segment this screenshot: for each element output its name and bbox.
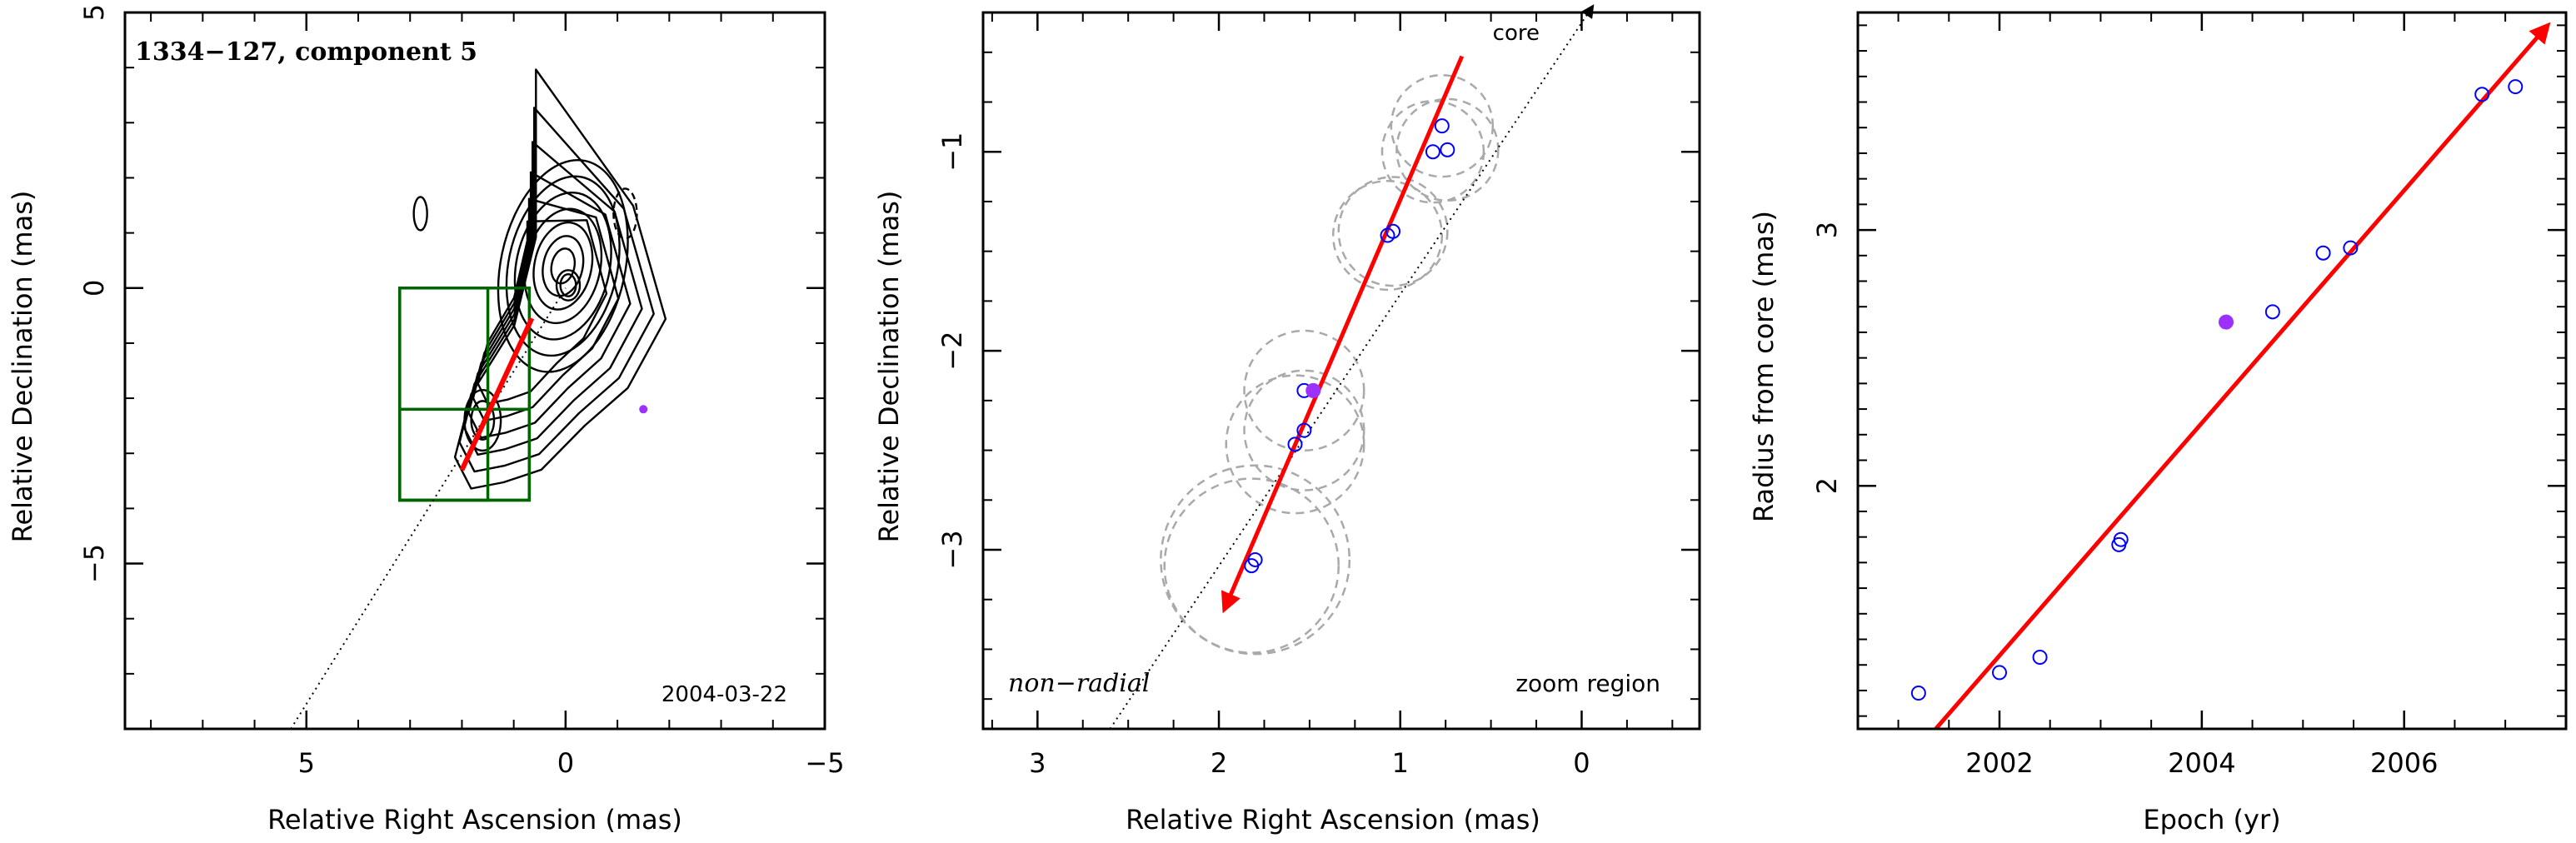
data-point [1287,436,1303,452]
x-tick-label: 2 [1211,747,1227,779]
y-tick-label: 0 [78,280,110,297]
contour-envelope [472,197,620,422]
data-point [1910,686,1926,701]
contour-negative [612,187,638,240]
zoom-boxes [398,287,532,502]
contour-envelope [453,68,667,490]
x-tick-label: 2006 [2370,747,2438,779]
x-axis-label: Relative Right Ascension (mas) [267,804,682,836]
contour-core [532,221,594,311]
contour-core [513,191,612,341]
x-tick-label: 1 [1392,747,1409,779]
x-tick-label: 0 [557,747,574,779]
contour-envelope [458,107,655,473]
contour-component [463,388,502,452]
error-circle [1395,97,1500,202]
x-axis-label: Relative Right Ascension (mas) [1126,804,1540,836]
radial-line [1109,4,1595,730]
contour-envelope [462,141,643,456]
error-circle [1390,73,1495,178]
contour-inner [555,269,582,302]
y-tick-label: −3 [936,530,968,569]
axis-ticks: 5 0 −5 5 0 −5 [78,4,845,779]
data-point [1425,144,1440,160]
error-circle [1380,100,1485,204]
y-tick-label: −2 [936,332,968,371]
data-point [1992,665,2007,681]
plot-frame [1856,11,2568,731]
panel-radius-vs-epoch: 2002 2004 2006 2 3 Epoch (yr) Radius from co… [1748,11,2568,836]
y-axis-label: Relative Declination (mas) [7,191,38,543]
axis-ticks: 3 2 1 0 −1 −2 −3 [936,12,1700,779]
radial-line [290,287,567,730]
contour-inner [559,273,577,297]
overlay [290,287,648,730]
zoom-box [398,287,490,502]
data-point [1385,223,1401,239]
panel-contour-map: 5 0 −5 5 0 −5 1334−127, component 5 2004-03-2… [7,4,845,836]
data-point [2113,531,2129,547]
data-point [1440,142,1455,157]
data-point [1244,558,1260,574]
data-point [2474,87,2490,102]
y-tick-label: −5 [78,544,110,583]
y-axis-label: Relative Declination (mas) [873,191,905,543]
error-circle [1337,176,1449,287]
contour-core [550,247,577,285]
contour-core [505,175,621,357]
error-circle [1225,374,1365,515]
contour-lines [412,68,667,490]
panel-annotation: 1334−127, component 5 [135,37,477,67]
contour-isolated [412,196,428,232]
plot-frame [123,11,826,731]
x-tick-label: 3 [1029,747,1046,779]
epoch-label: 2004-03-22 [661,682,787,707]
y-axis-label: Radius from core (mas) [1748,211,1780,522]
axis-ticks: 2002 2004 2006 2 3 [1811,12,2566,779]
core-label: core [1493,21,1540,46]
non-radial-label: non−radial [1008,669,1150,698]
error-circle [1331,179,1444,292]
error-circle [1243,329,1365,451]
x-tick-label: 5 [298,747,315,779]
x-tick-label: 0 [1573,747,1590,779]
data-point [1296,422,1312,438]
data-point [2315,245,2331,261]
data-point [2264,304,2280,320]
data-point [2032,650,2048,665]
data-point [1434,118,1450,134]
highlight-point [2219,314,2234,330]
data-point [2508,79,2524,95]
x-axis-label: Epoch (yr) [2143,804,2280,836]
contour-envelope [467,171,632,439]
x-tick-label: 2002 [1965,747,2033,779]
contour-component [470,400,496,441]
overlay [1934,22,2551,731]
data-points [1244,118,1455,574]
contour-envelope [477,219,608,405]
x-tick-label: −5 [805,747,844,779]
y-tick-label: 3 [1811,222,1843,238]
error-circle [1160,464,1351,656]
highlight-point [1305,382,1321,398]
error-circle [1163,477,1340,654]
panel-zoom-region: 3 2 1 0 −1 −2 −3 core non−radial zoom region R… [873,4,1701,836]
fit-line [1934,22,2551,731]
data-point [2343,240,2359,256]
data-points [1910,79,2524,701]
y-tick-label: 5 [78,4,110,21]
overlay [1109,4,1595,730]
error-circles [1160,73,1500,656]
component-marker [639,405,648,414]
contour-core [542,235,585,297]
y-tick-label: −1 [936,132,968,172]
plot-frame [981,11,1701,731]
error-circle [1243,369,1365,491]
x-tick-label: 2004 [2168,747,2235,779]
motion-vector [1221,55,1465,614]
y-tick-label: 2 [1811,477,1843,494]
zoom-region-label: zoom region [1515,670,1660,697]
motion-vector [459,317,535,471]
